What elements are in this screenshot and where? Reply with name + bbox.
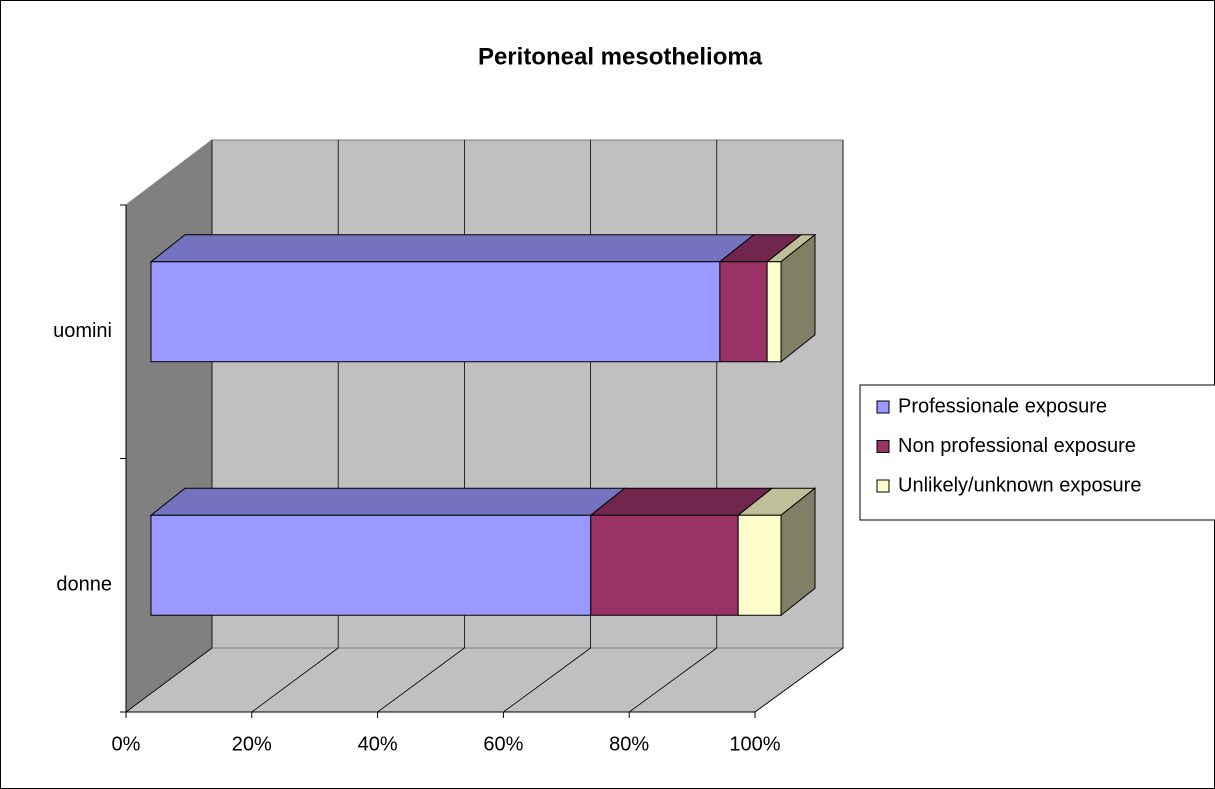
y-tick-label: uomini — [53, 320, 112, 342]
bar — [766, 261, 782, 363]
bar-side — [780, 233, 816, 363]
bar-side — [780, 487, 816, 617]
bar — [737, 514, 782, 616]
legend-label: Professionale exposure — [898, 395, 1107, 417]
floor-grid-line — [377, 647, 465, 713]
bar-top — [149, 234, 756, 263]
x-tick-label: 0% — [112, 733, 141, 755]
x-tick-label: 60% — [483, 733, 523, 755]
bar — [150, 514, 592, 616]
floor-grid-line — [503, 647, 591, 713]
x-tick-label: 40% — [358, 733, 398, 755]
floor-grid-line — [125, 647, 213, 713]
y-tick-label: donne — [56, 574, 112, 596]
legend-label: Non professional exposure — [898, 435, 1136, 457]
x-tick-label: 100% — [729, 733, 780, 755]
bar — [150, 261, 721, 363]
floor-grid-line — [754, 647, 844, 713]
legend-swatch — [876, 479, 890, 493]
floor-grid-line — [251, 647, 339, 713]
bar — [590, 514, 739, 616]
chart-title: Peritoneal mesothelioma — [478, 43, 763, 70]
legend-swatch — [876, 400, 890, 414]
side-wall — [125, 138, 213, 713]
legend-box — [859, 384, 1215, 521]
bar — [719, 261, 768, 363]
bar-top — [149, 487, 627, 516]
floor — [124, 647, 845, 713]
floor-grid-line — [628, 647, 718, 713]
legend-label: Unlikely/unknown exposure — [898, 474, 1141, 496]
legend-swatch — [876, 440, 890, 453]
x-tick-label: 20% — [232, 733, 272, 755]
x-tick-label: 80% — [609, 733, 649, 755]
